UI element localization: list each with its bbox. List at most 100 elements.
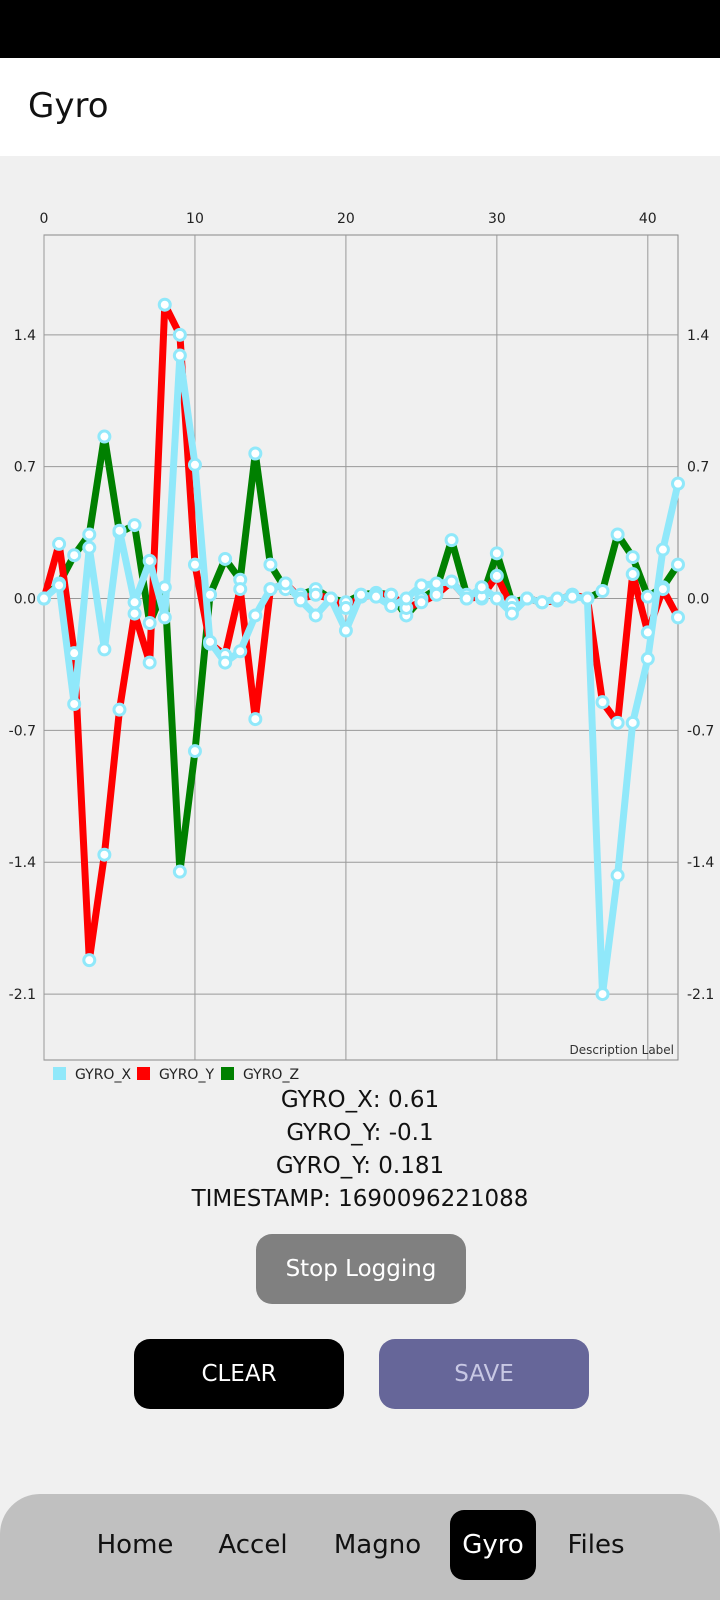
data-point-gyro_z	[97, 429, 112, 444]
y-tick-label-right: -0.7	[687, 723, 714, 739]
data-point-gyro_x	[82, 540, 97, 555]
data-point-gyro_z	[610, 527, 625, 542]
data-point-gyro_y	[187, 557, 202, 572]
data-point-gyro_y	[248, 712, 263, 727]
data-point-gyro_z	[127, 518, 142, 533]
plot-frame	[43, 234, 679, 1061]
data-point-gyro_x	[595, 987, 610, 1002]
y-tick-label-left: 0.7	[14, 460, 36, 476]
app-bar: Gyro	[0, 58, 720, 156]
data-point-gyro_x	[172, 348, 187, 363]
data-point-gyro_y	[595, 695, 610, 710]
data-point-gyro_y	[82, 953, 97, 968]
data-point-gyro_y	[142, 655, 157, 670]
data-point-gyro_x	[535, 595, 550, 610]
gyro-line-chart: 0 10 20 30 40 1.4 1.4 0.7 0.7 0.0 0.0 -0.7 -0.7 -1.4 -…	[9, 211, 715, 1083]
data-point-gyro_x	[504, 606, 519, 621]
series-line-gyro_z	[40, 433, 682, 876]
data-point-gyro_z	[263, 557, 278, 572]
data-point-gyro_x	[414, 578, 429, 593]
data-point-gyro_z	[203, 587, 218, 602]
data-point-gyro_y	[384, 587, 399, 602]
readout-gyro-x: GYRO_X: 0.61	[280, 1087, 440, 1113]
data-point-gyro_x	[187, 457, 202, 472]
data-point-gyro_x	[142, 553, 157, 568]
data-point-gyro_y	[671, 610, 685, 625]
readout-gyro-y: GYRO_Y: -0.1	[286, 1120, 434, 1146]
legend-label-gyro_y: GYRO_Y	[159, 1067, 214, 1083]
x-tick-label: 40	[639, 211, 657, 227]
data-point-gyro_y	[414, 595, 429, 610]
save-button[interactable]: SAVE	[379, 1339, 589, 1409]
data-point-gyro_z	[172, 864, 187, 879]
data-point-gyro_x	[520, 591, 535, 606]
data-point-gyro_x	[112, 523, 127, 538]
data-point-gyro_y	[338, 600, 353, 615]
chart-axis-labels: 0 10 20 30 40 1.4 1.4 0.7 0.7 0.0 0.0 -0.7 -0.7 -1.4 -…	[9, 211, 715, 1057]
data-point-gyro_z	[625, 550, 640, 565]
data-point-gyro_x	[655, 542, 670, 557]
stop-logging-button[interactable]: Stop Logging	[256, 1234, 466, 1304]
y-tick-label-right: 1.4	[687, 328, 709, 344]
data-point-gyro_x	[203, 634, 218, 649]
chart-data-points	[37, 297, 685, 1002]
data-point-gyro_y	[640, 625, 655, 640]
chart-series-lines	[40, 301, 682, 998]
data-point-gyro_x	[444, 574, 459, 589]
data-point-gyro_x	[550, 591, 565, 606]
data-point-gyro_x	[52, 578, 67, 593]
series-line-gyro_x	[40, 352, 682, 998]
data-point-gyro_z	[248, 446, 263, 461]
data-point-gyro_z	[157, 580, 172, 595]
chart-legend: GYRO_X GYRO_Y GYRO_Z	[53, 1067, 299, 1083]
data-point-gyro_x	[67, 697, 82, 712]
readout-gyro-z: GYRO_Y: 0.181	[275, 1153, 445, 1179]
legend-label-gyro_z: GYRO_Z	[243, 1067, 299, 1083]
data-point-gyro_z	[142, 616, 157, 631]
legend-swatch-gyro_z	[221, 1067, 234, 1080]
data-point-gyro_x	[580, 591, 595, 606]
data-point-gyro_y	[52, 536, 67, 551]
legend-label-gyro_x: GYRO_X	[75, 1067, 131, 1083]
nav-item-files[interactable]: Files	[567, 1530, 625, 1560]
nav-item-magno[interactable]: Magno	[333, 1530, 422, 1560]
data-point-gyro_y	[157, 297, 172, 312]
nav-item-gyro[interactable]: Gyro	[450, 1510, 536, 1580]
data-point-gyro_x	[127, 595, 142, 610]
data-point-gyro_y	[655, 582, 670, 597]
data-point-gyro_z	[444, 533, 459, 548]
data-point-gyro_y	[172, 327, 187, 342]
y-tick-label-left: -2.1	[9, 987, 36, 1003]
data-point-gyro_y	[67, 646, 82, 661]
data-point-gyro_z	[218, 551, 233, 566]
data-point-gyro_x	[384, 599, 399, 614]
data-point-gyro_x	[278, 576, 293, 591]
page-title: Gyro	[28, 86, 109, 126]
data-point-gyro_x	[97, 642, 112, 657]
data-point-gyro_x	[640, 651, 655, 666]
y-tick-label-left: 1.4	[14, 328, 36, 344]
readout-timestamp: TIMESTAMP: 1690096221088	[191, 1186, 529, 1212]
data-point-gyro_x	[671, 476, 685, 491]
data-point-gyro_x	[354, 587, 368, 602]
data-point-gyro_z	[640, 589, 655, 604]
clear-button[interactable]: CLEAR	[134, 1339, 344, 1409]
data-point-gyro_y	[97, 847, 112, 862]
chart-description-label: Description Label	[569, 1043, 674, 1057]
data-point-gyro_x	[323, 591, 338, 606]
data-point-gyro_y	[625, 567, 640, 582]
data-point-gyro_x	[610, 868, 625, 883]
data-point-gyro_x	[459, 591, 474, 606]
x-tick-label: 20	[337, 211, 355, 227]
data-point-gyro_x	[218, 655, 233, 670]
data-point-gyro_z	[671, 557, 685, 572]
y-tick-label-left: 0.0	[14, 592, 36, 608]
nav-item-accel[interactable]: Accel	[218, 1530, 288, 1560]
bottom-navigation: Home Accel Magno Gyro Files	[0, 1494, 720, 1600]
legend-swatch-gyro_x	[53, 1067, 66, 1080]
data-point-gyro_y	[429, 587, 444, 602]
data-point-gyro_x	[37, 591, 51, 606]
nav-item-home[interactable]: Home	[96, 1530, 174, 1560]
data-point-gyro_y	[112, 702, 127, 717]
x-tick-label: 10	[186, 211, 204, 227]
